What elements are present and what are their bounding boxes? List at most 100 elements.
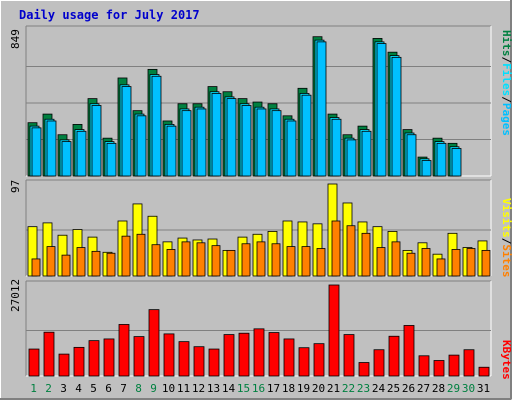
bar-kbytes-day-2 (43, 331, 55, 377)
x-label-day-9: 9 (150, 382, 157, 395)
bar-sites-day-2 (46, 246, 56, 277)
panel-kbytes (25, 280, 492, 377)
bar-pages-day-1 (31, 127, 42, 177)
bar-pages-day-15 (241, 105, 252, 177)
legend-files: Files (500, 63, 512, 96)
x-axis-day-labels: 1 2 3 4 5 6 7 8 9 10 11 12 13 14 15 16 17 18 19 20 21 22 23 24 2… (30, 382, 490, 395)
bar-pages-day-2 (46, 120, 57, 177)
bar-kbytes-day-13 (208, 348, 220, 377)
bar-kbytes-day-30 (463, 349, 475, 377)
x-label-day-14: 14 (222, 382, 236, 395)
x-label-day-15: 15 (237, 382, 250, 395)
bar-sites-day-18 (286, 246, 296, 277)
bar-kbytes-day-18 (283, 338, 295, 377)
bar-pages-day-8 (136, 115, 147, 177)
bar-sites-day-24 (376, 247, 386, 277)
bar-sites-day-23 (361, 232, 371, 277)
bar-kbytes-day-28 (433, 360, 445, 377)
x-label-day-1: 1 (30, 382, 37, 395)
bar-pages-day-13 (211, 93, 222, 177)
bar-sites-day-17 (271, 243, 281, 277)
bar-sites-day-10 (166, 249, 176, 277)
bar-pages-day-11 (181, 110, 192, 177)
bar-kbytes-day-9 (148, 309, 160, 377)
x-label-day-10: 10 (162, 382, 175, 395)
bar-sites-day-16 (256, 241, 266, 277)
x-label-day-16: 16 (252, 382, 265, 395)
bar-sites-day-12 (196, 242, 206, 277)
panel-hits-files-pages (25, 25, 492, 177)
bar-sites-day-21 (331, 220, 341, 277)
chart-title: Daily usage for July 2017 (19, 8, 200, 22)
legend-visits: Visits (500, 198, 512, 238)
bar-kbytes-day-7 (118, 324, 130, 377)
legend-visits-sites: Visits/Sites (500, 198, 512, 278)
bar-sites-day-31 (481, 249, 491, 277)
x-label-day-4: 4 (75, 382, 82, 395)
x-label-day-25: 25 (387, 382, 400, 395)
max-label-hits: 849 (9, 29, 22, 49)
bar-pages-day-29 (451, 148, 462, 177)
bar-sites-day-20 (316, 248, 326, 277)
legend-kbytes: KBytes (500, 340, 512, 380)
bar-kbytes-day-11 (178, 341, 190, 377)
bar-kbytes-day-29 (448, 354, 460, 377)
x-label-day-24: 24 (372, 382, 386, 395)
bar-kbytes-day-19 (298, 347, 310, 377)
bar-sites-day-22 (346, 225, 356, 277)
bar-kbytes-day-4 (73, 346, 85, 377)
bar-kbytes-day-21 (328, 284, 340, 377)
x-label-day-26: 26 (402, 382, 415, 395)
bar-sites-day-29 (451, 249, 461, 277)
legend-pages: Pages (500, 103, 512, 136)
bar-kbytes-day-5 (88, 340, 100, 377)
bar-sites-day-3 (61, 254, 71, 277)
bar-pages-day-5 (91, 105, 102, 177)
legend-sep-2: / (500, 96, 512, 103)
bar-pages-day-22 (346, 139, 357, 177)
bar-kbytes-day-10 (163, 333, 175, 377)
bar-sites-day-11 (181, 241, 191, 277)
bar-sites-day-27 (421, 248, 431, 277)
bar-kbytes-day-23 (358, 362, 370, 377)
bar-pages-day-20 (316, 41, 327, 177)
bar-pages-day-23 (361, 130, 372, 177)
bar-pages-day-19 (301, 94, 312, 177)
legend-hits-files-pages: Hits/Files/Pages (500, 30, 512, 136)
bar-kbytes-day-22 (343, 334, 355, 377)
bar-pages-day-4 (76, 130, 87, 177)
bar-pages-day-14 (226, 98, 237, 177)
bar-sites-day-25 (391, 241, 401, 277)
bar-kbytes-day-16 (253, 328, 265, 377)
bar-pages-day-7 (121, 86, 132, 177)
legend-hits: Hits (500, 30, 512, 57)
bar-sites-day-19 (301, 246, 311, 277)
bar-sites-day-7 (121, 235, 131, 277)
bar-kbytes-day-17 (268, 332, 280, 377)
x-label-day-12: 12 (192, 382, 205, 395)
bar-kbytes-day-1 (28, 348, 40, 377)
x-label-day-13: 13 (207, 382, 220, 395)
bar-pages-day-16 (256, 108, 267, 177)
bar-kbytes-day-14 (223, 334, 235, 377)
bar-sites-day-26 (406, 252, 416, 277)
x-label-day-11: 11 (177, 382, 190, 395)
x-label-day-5: 5 (90, 382, 97, 395)
x-label-day-17: 17 (267, 382, 280, 395)
bar-kbytes-day-25 (388, 335, 400, 377)
bar-kbytes-day-8 (133, 336, 145, 377)
bar-kbytes-day-31 (478, 366, 490, 377)
bar-kbytes-day-3 (58, 353, 70, 377)
bar-sites-day-1 (31, 258, 41, 277)
x-label-day-20: 20 (312, 382, 325, 395)
x-label-day-22: 22 (342, 382, 355, 395)
x-label-day-21: 21 (327, 382, 340, 395)
bar-sites-day-4 (76, 247, 86, 277)
bar-kbytes-day-27 (418, 355, 430, 377)
legend-sep-1: / (500, 57, 512, 64)
bar-sites-day-13 (211, 245, 221, 277)
max-label-kbytes: 27012 (9, 279, 22, 312)
bar-pages-day-28 (436, 142, 447, 177)
